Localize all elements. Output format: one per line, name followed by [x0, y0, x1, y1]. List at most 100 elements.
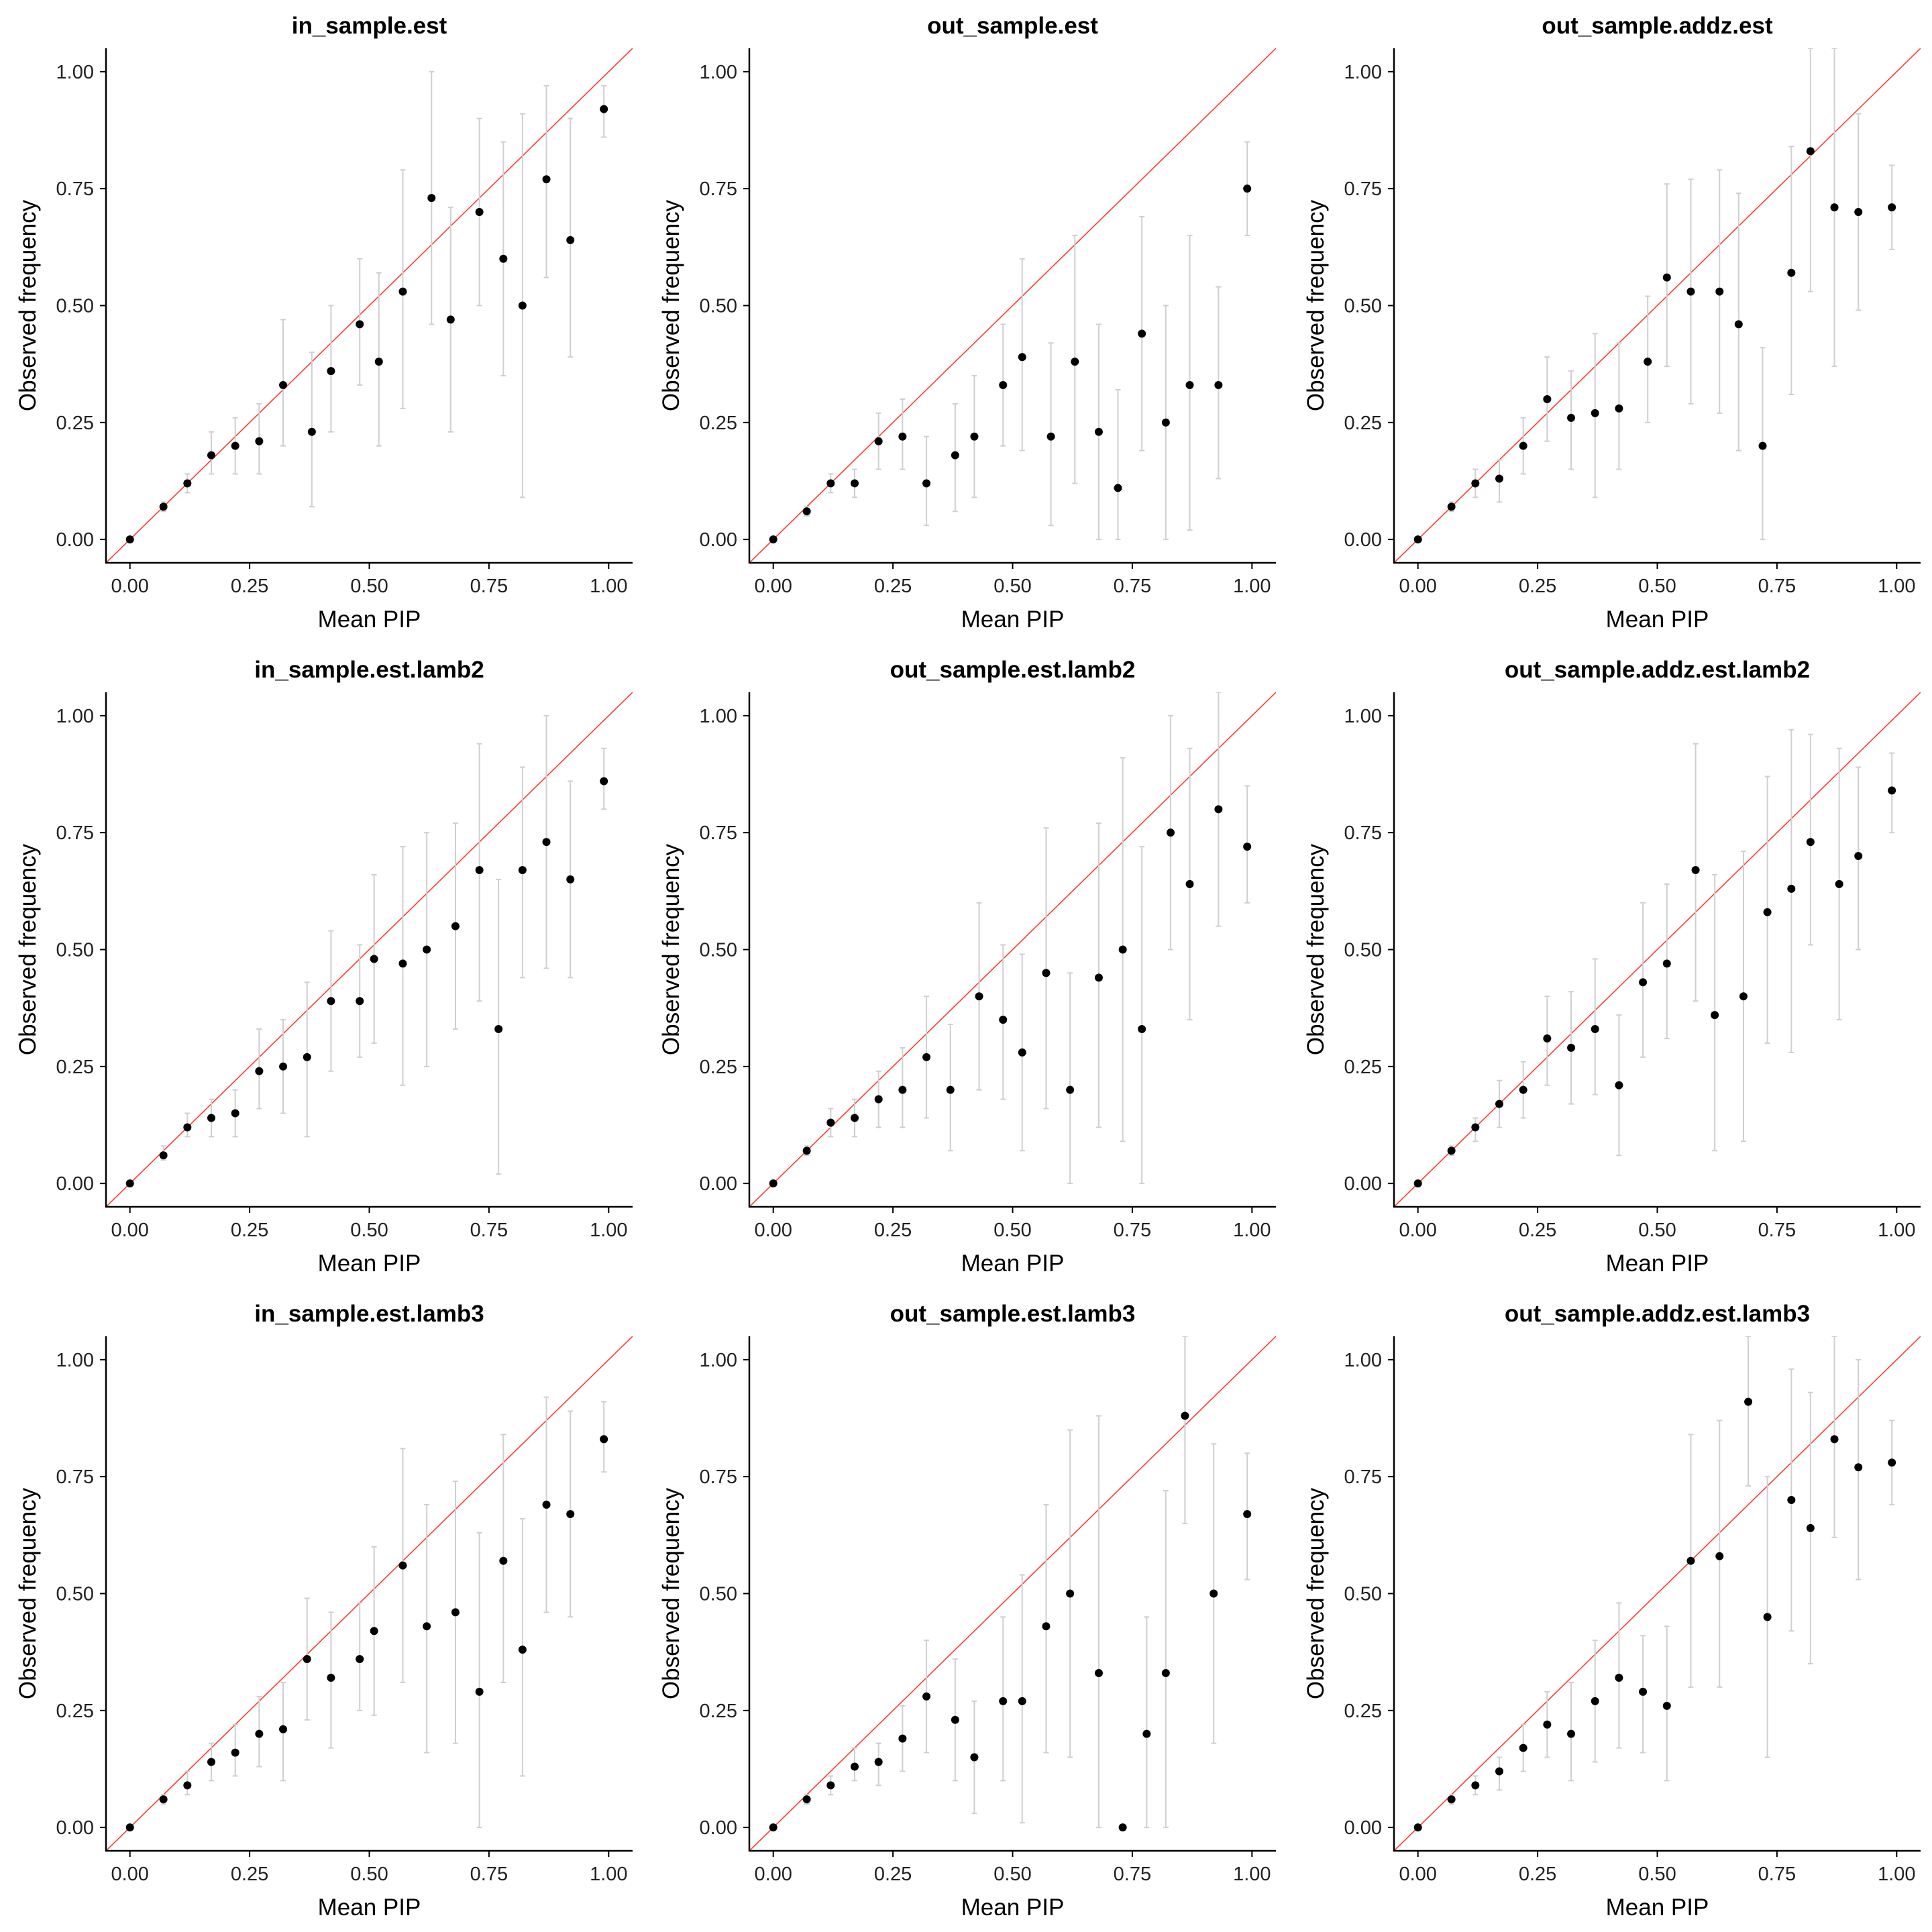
data-point	[1543, 1034, 1552, 1042]
y-axis-label: Observed frequency	[658, 1487, 684, 1699]
plot-region	[749, 1336, 1276, 1851]
x-tick-label: 0.75	[470, 1220, 508, 1241]
data-point	[898, 1085, 907, 1094]
data-point	[356, 1655, 364, 1664]
data-point	[851, 1114, 859, 1122]
data-point	[951, 451, 959, 460]
y-tick-label: 1.00	[700, 62, 737, 83]
y-tick-label: 0.25	[700, 413, 737, 434]
data-point	[1138, 329, 1146, 338]
data-point	[600, 1435, 608, 1444]
x-tick-label: 1.00	[590, 576, 627, 597]
data-point	[975, 992, 983, 1001]
data-point	[231, 1109, 239, 1118]
data-point	[1763, 1613, 1772, 1621]
x-tick-label: 1.00	[1233, 1220, 1271, 1241]
data-point	[1686, 1556, 1695, 1565]
y-tick-label: 0.75	[700, 822, 737, 844]
data-point	[327, 997, 335, 1006]
data-point	[1214, 381, 1223, 390]
data-point	[1243, 843, 1252, 851]
x-tick-label: 0.25	[874, 576, 912, 597]
data-point	[1214, 805, 1223, 814]
y-tick-label: 0.25	[700, 1057, 737, 1078]
calibration-panel: out_sample.est 0.00 0.00 0.25 0.25 0.50 0.50 0.…	[658, 13, 1276, 633]
x-axis-label: Mean PIP	[1606, 606, 1709, 633]
data-point	[1567, 1729, 1576, 1738]
y-axis-label: Observed frequency	[1303, 199, 1329, 411]
data-point	[1830, 1435, 1839, 1444]
y-axis-label: Observed frequency	[15, 199, 41, 411]
data-point	[1639, 978, 1648, 987]
data-point	[826, 1118, 835, 1127]
data-point	[356, 320, 364, 329]
x-tick-label: 0.50	[350, 1220, 388, 1241]
plot-region	[1394, 692, 1921, 1207]
data-point	[1591, 409, 1599, 417]
data-point	[1447, 502, 1456, 511]
y-axis-label: Observed frequency	[658, 843, 684, 1055]
x-tick-label: 0.25	[1519, 1864, 1556, 1885]
data-point	[951, 1715, 959, 1724]
x-tick-label: 0.25	[1519, 1220, 1556, 1241]
x-tick-label: 1.00	[1878, 1864, 1915, 1885]
data-point	[1413, 1179, 1422, 1188]
panel-title: in_sample.est.lamb2	[254, 657, 484, 683]
data-point	[769, 1823, 777, 1832]
y-tick-label: 0.25	[1344, 1701, 1382, 1722]
y-tick-label: 0.75	[56, 178, 94, 200]
x-tick-label: 0.25	[231, 1220, 268, 1241]
x-tick-label: 0.25	[1519, 576, 1556, 597]
data-point	[370, 955, 378, 963]
data-point	[1888, 1458, 1896, 1467]
panel-title: out_sample.est	[927, 13, 1098, 39]
data-point	[303, 1655, 311, 1664]
data-point	[125, 1179, 134, 1188]
y-tick-label: 1.00	[700, 1350, 737, 1371]
data-point	[1161, 1669, 1170, 1678]
y-tick-label: 0.25	[1344, 1057, 1382, 1078]
data-point	[1094, 427, 1103, 436]
y-tick-label: 0.75	[1344, 1466, 1382, 1488]
data-point	[518, 865, 527, 874]
data-point	[494, 1025, 503, 1034]
data-point	[1888, 203, 1896, 212]
panel-title: in_sample.est.lamb3	[254, 1301, 484, 1327]
y-tick-label: 0.25	[56, 413, 94, 434]
panel-title: out_sample.addz.est.lamb3	[1505, 1301, 1810, 1327]
data-point	[518, 301, 527, 310]
data-point	[255, 1729, 264, 1738]
x-tick-label: 1.00	[1233, 1864, 1271, 1885]
data-point	[1734, 320, 1743, 329]
data-point	[1413, 1823, 1422, 1832]
reference-line-y-equals-x	[106, 48, 633, 563]
data-point	[279, 1062, 288, 1071]
plot-region	[106, 48, 633, 563]
data-point	[1118, 1823, 1127, 1832]
calibration-panel: out_sample.addz.est 0.00 0.00 0.25 0.25 0.50 0…	[1303, 13, 1921, 633]
data-point	[159, 1151, 168, 1160]
data-point	[1471, 1781, 1480, 1790]
data-point	[826, 479, 835, 488]
data-point	[1644, 358, 1652, 366]
data-point	[1495, 1767, 1503, 1776]
data-point	[874, 1095, 883, 1104]
data-point	[1495, 1099, 1503, 1108]
data-point	[1806, 147, 1815, 156]
data-point	[231, 441, 239, 450]
data-point	[398, 1561, 407, 1570]
data-point	[207, 451, 215, 460]
data-point	[451, 1608, 460, 1617]
x-tick-label: 1.00	[590, 1864, 627, 1885]
data-point	[279, 381, 288, 390]
data-point	[600, 777, 608, 786]
data-point	[874, 437, 883, 445]
data-point	[1567, 413, 1576, 422]
data-point	[874, 1758, 883, 1766]
data-point	[1094, 973, 1103, 982]
data-point	[1806, 1523, 1815, 1532]
data-point	[1071, 358, 1079, 366]
calibration-panel: out_sample.addz.est.lamb3 0.00 0.00 0.25 0.2…	[1303, 1301, 1921, 1921]
data-point	[231, 1748, 239, 1757]
data-point	[802, 1795, 811, 1804]
